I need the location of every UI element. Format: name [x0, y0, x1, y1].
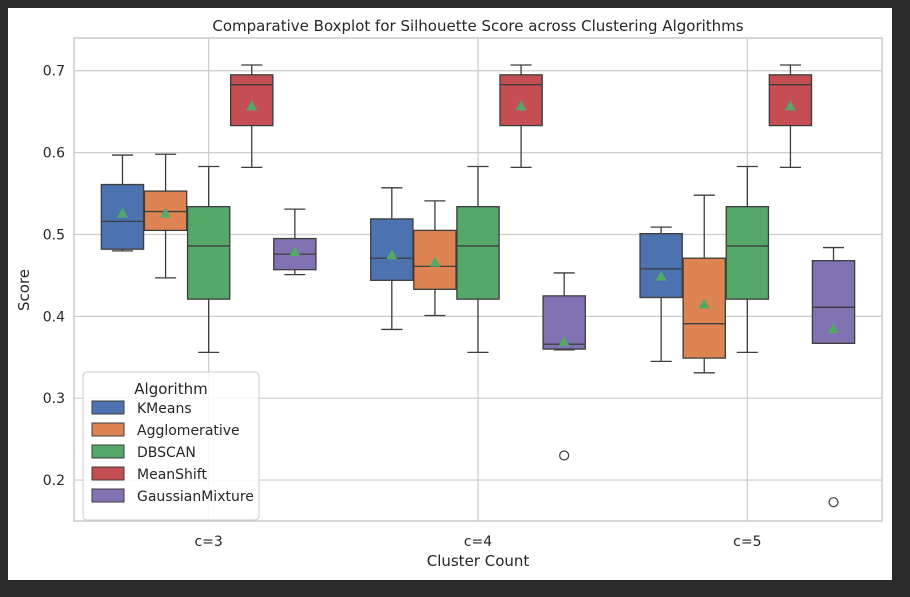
- boxplot-chart: Comparative Boxplot for Silhouette Score…: [15, 17, 883, 570]
- mean-marker: [289, 246, 301, 257]
- box-meanshift: [768, 74, 813, 127]
- mean-marker: [472, 248, 484, 259]
- legend-swatch: [91, 444, 125, 459]
- y-tick-label: 0.3: [43, 391, 65, 407]
- y-tick-label: 0.4: [43, 309, 65, 325]
- mean-marker: [655, 270, 667, 281]
- legend: Algorithm KMeans Agglomerative DBSCAN MeanSh…: [82, 371, 260, 521]
- chart-title: Comparative Boxplot for Silhouette Score…: [212, 17, 743, 35]
- box-meanshift: [229, 74, 274, 127]
- y-tick-label: 0.5: [43, 227, 65, 243]
- legend-swatch: [91, 422, 125, 437]
- legend-title: Algorithm: [134, 380, 207, 398]
- mean-marker: [203, 248, 215, 259]
- x-axis-label: Cluster Count: [427, 552, 530, 570]
- y-tick-label: 0.7: [43, 64, 65, 80]
- figure-frame: Comparative Boxplot for Silhouette Score…: [8, 8, 892, 580]
- legend-swatch: [91, 466, 125, 481]
- mean-marker: [698, 298, 710, 309]
- legend-label: Agglomerative: [137, 423, 240, 439]
- y-tick-label: 0.2: [43, 473, 65, 489]
- mean-marker: [784, 100, 796, 111]
- legend-label: DBSCAN: [137, 445, 196, 461]
- mean-marker: [116, 207, 128, 218]
- plot-frame: [73, 37, 883, 522]
- x-tick-label: c=5: [733, 534, 761, 550]
- legend-label: GaussianMixture: [137, 489, 254, 505]
- box-kmeans: [639, 233, 683, 299]
- box-meanshift: [499, 74, 543, 127]
- mean-marker: [386, 249, 398, 260]
- y-tick-label: 0.6: [43, 146, 65, 162]
- legend-box: [82, 371, 260, 521]
- x-tick-label: c=4: [464, 534, 492, 550]
- legend-label: MeanShift: [137, 467, 207, 483]
- legend-label: KMeans: [137, 401, 192, 417]
- mean-marker: [429, 256, 441, 267]
- mean-marker: [828, 323, 840, 334]
- outlier-point: [828, 497, 839, 508]
- legend-swatch: [91, 400, 125, 415]
- mean-marker: [246, 100, 258, 111]
- mean-marker: [515, 100, 527, 111]
- x-tick-label: c=3: [194, 534, 222, 550]
- mean-marker: [741, 248, 753, 259]
- mean-marker: [160, 207, 172, 218]
- outlier-point: [559, 450, 570, 461]
- legend-swatch: [91, 488, 125, 503]
- y-axis-label: Score: [15, 269, 33, 311]
- mean-marker: [558, 336, 570, 347]
